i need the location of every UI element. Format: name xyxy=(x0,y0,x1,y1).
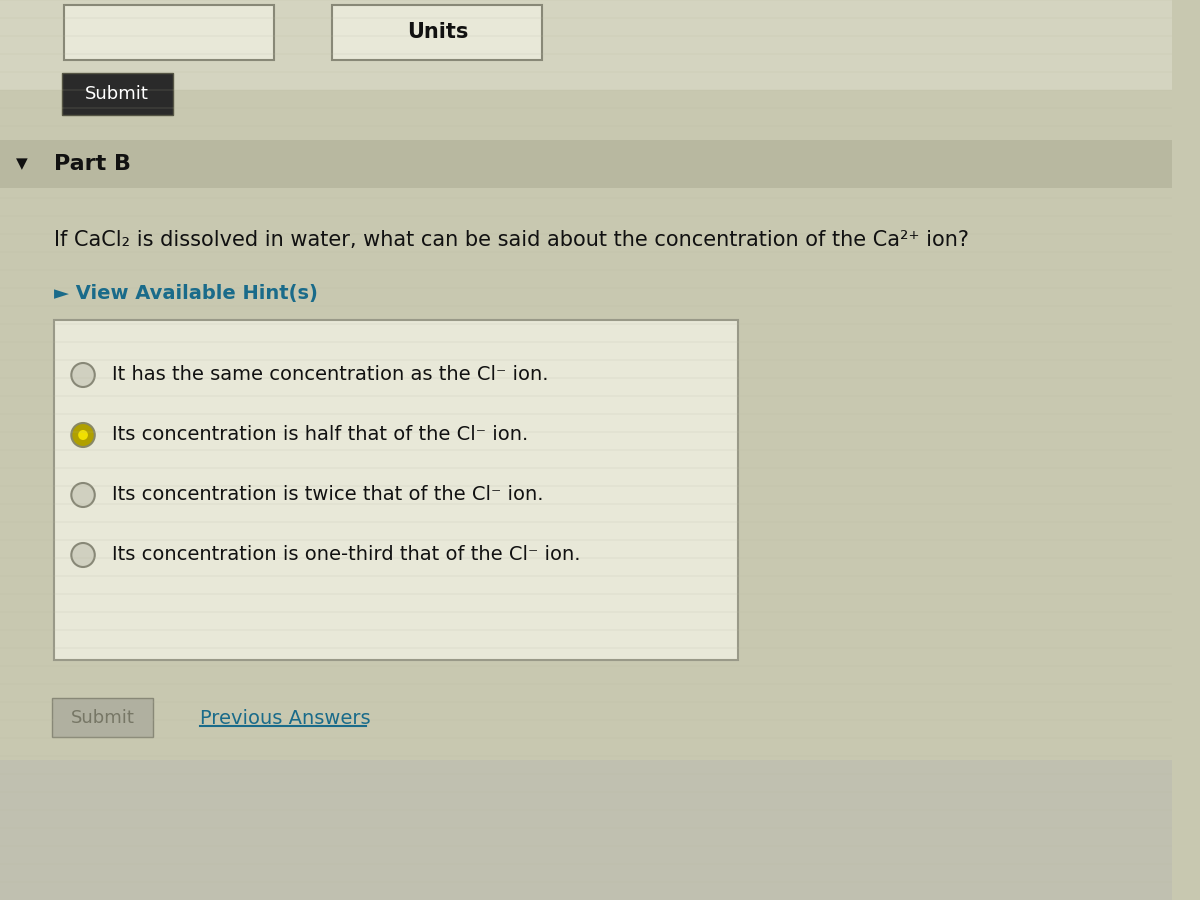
FancyBboxPatch shape xyxy=(332,5,542,60)
Text: ▼: ▼ xyxy=(16,157,28,172)
FancyBboxPatch shape xyxy=(52,698,154,737)
Circle shape xyxy=(71,483,95,507)
Text: If CaCl₂ is dissolved in water, what can be said about the concentration of the : If CaCl₂ is dissolved in water, what can… xyxy=(54,230,968,250)
FancyBboxPatch shape xyxy=(0,140,1172,188)
FancyBboxPatch shape xyxy=(0,0,1172,90)
Text: Submit: Submit xyxy=(71,709,134,727)
FancyBboxPatch shape xyxy=(0,760,1172,900)
Circle shape xyxy=(71,363,95,387)
Text: Part B: Part B xyxy=(54,154,131,174)
Text: Its concentration is one-third that of the Cl⁻ ion.: Its concentration is one-third that of t… xyxy=(113,545,581,564)
Text: Its concentration is twice that of the Cl⁻ ion.: Its concentration is twice that of the C… xyxy=(113,485,544,505)
Text: Previous Answers: Previous Answers xyxy=(200,708,371,727)
Text: Units: Units xyxy=(407,22,468,42)
Text: It has the same concentration as the Cl⁻ ion.: It has the same concentration as the Cl⁻… xyxy=(113,365,548,384)
FancyBboxPatch shape xyxy=(54,320,738,660)
Circle shape xyxy=(71,543,95,567)
Text: Submit: Submit xyxy=(85,85,149,103)
FancyBboxPatch shape xyxy=(64,5,274,60)
Circle shape xyxy=(78,430,88,440)
Circle shape xyxy=(71,423,95,447)
FancyBboxPatch shape xyxy=(61,73,173,115)
Text: Its concentration is half that of the Cl⁻ ion.: Its concentration is half that of the Cl… xyxy=(113,426,529,445)
Text: ► View Available Hint(s): ► View Available Hint(s) xyxy=(54,284,318,302)
